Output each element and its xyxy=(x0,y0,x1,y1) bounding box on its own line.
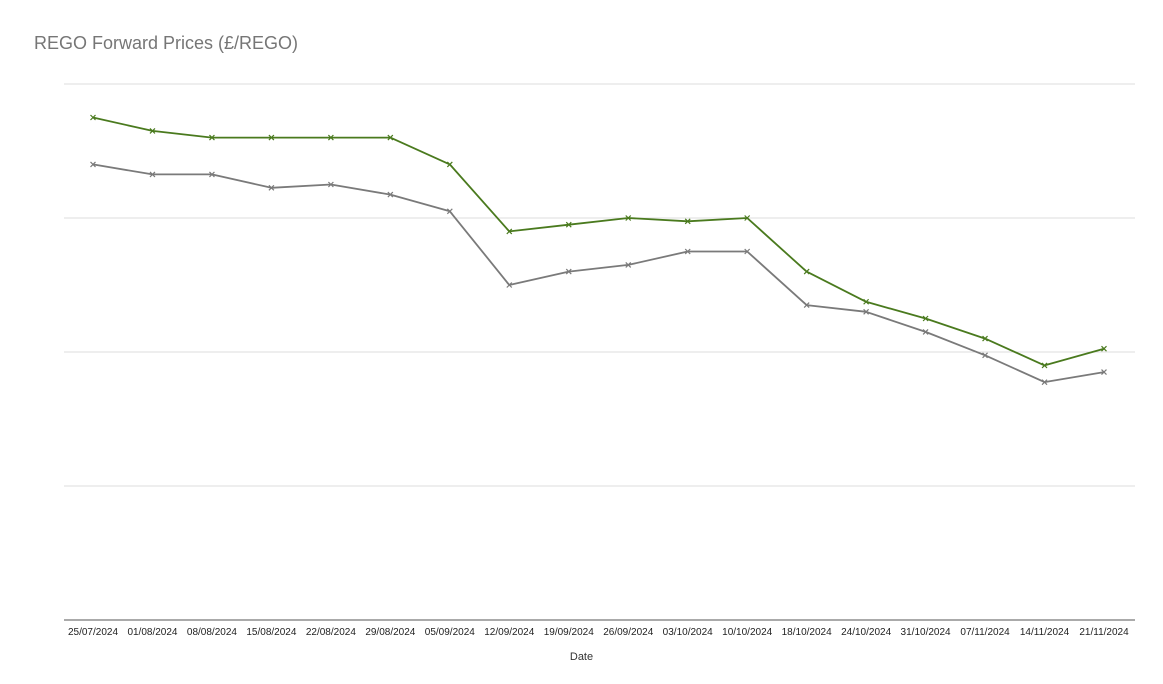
data-point-marker xyxy=(684,248,691,255)
x-tick-label: 03/10/2024 xyxy=(663,627,713,638)
data-point-marker xyxy=(268,134,275,141)
x-tick-label: 31/10/2024 xyxy=(901,627,951,638)
series-line-2 xyxy=(92,163,1105,384)
data-point-marker xyxy=(387,191,394,198)
x-tick-label: 19/09/2024 xyxy=(544,627,594,638)
data-point-marker xyxy=(446,161,453,168)
x-tick-label: 22/08/2024 xyxy=(306,627,356,638)
x-tick-label: 14/11/2024 xyxy=(1020,627,1070,638)
x-tick-label: 21/11/2024 xyxy=(1079,627,1129,638)
data-point-marker xyxy=(863,308,870,315)
data-point-marker xyxy=(506,228,513,235)
data-point-marker xyxy=(149,127,156,134)
x-tick-label: 05/09/2024 xyxy=(425,627,475,638)
data-point-marker xyxy=(625,215,632,221)
data-point-marker xyxy=(744,248,751,255)
x-tick-label: 10/10/2024 xyxy=(722,627,772,638)
data-point-marker xyxy=(327,134,334,141)
chart-title: REGO Forward Prices (£/REGO) xyxy=(34,33,299,53)
x-tick-label: 07/11/2024 xyxy=(960,627,1010,638)
x-tick-label: 01/08/2024 xyxy=(127,627,177,638)
x-tick-label: 08/08/2024 xyxy=(187,627,237,638)
x-tick-label: 29/08/2024 xyxy=(365,627,415,638)
data-point-marker xyxy=(625,261,632,268)
data-point-marker xyxy=(327,181,334,188)
data-point-marker xyxy=(446,208,453,215)
x-tick-label: 25/07/2024 xyxy=(68,627,118,638)
data-point-marker xyxy=(684,218,691,225)
data-point-marker xyxy=(922,328,929,335)
data-point-marker xyxy=(209,134,215,141)
data-point-marker xyxy=(1041,379,1048,386)
data-point-marker xyxy=(803,302,810,309)
data-point-marker xyxy=(982,335,988,342)
data-point-marker xyxy=(1101,345,1107,352)
data-point-marker xyxy=(149,171,156,178)
data-point-marker xyxy=(268,184,275,191)
data-point-marker xyxy=(565,221,572,228)
data-point-marker xyxy=(1101,369,1107,376)
data-point-marker xyxy=(1041,362,1048,369)
data-point-marker xyxy=(209,171,215,178)
data-point-marker xyxy=(387,134,394,141)
data-point-marker xyxy=(744,215,751,221)
data-point-marker xyxy=(982,352,988,359)
x-tick-label: 26/09/2024 xyxy=(603,627,653,638)
data-point-marker xyxy=(506,282,513,288)
data-point-marker xyxy=(90,161,96,168)
data-point-marker xyxy=(922,315,929,322)
x-tick-label: 12/09/2024 xyxy=(484,627,534,638)
data-point-marker xyxy=(803,268,810,275)
series-line-1 xyxy=(92,116,1105,367)
x-tick-label: 18/10/2024 xyxy=(782,627,832,638)
data-point-marker xyxy=(90,114,96,121)
x-axis-label: Date xyxy=(569,651,594,663)
data-point-marker xyxy=(565,268,572,275)
data-point-marker xyxy=(863,298,870,305)
x-tick-label: 24/10/2024 xyxy=(841,627,891,638)
x-tick-label: 15/08/2024 xyxy=(246,627,296,638)
